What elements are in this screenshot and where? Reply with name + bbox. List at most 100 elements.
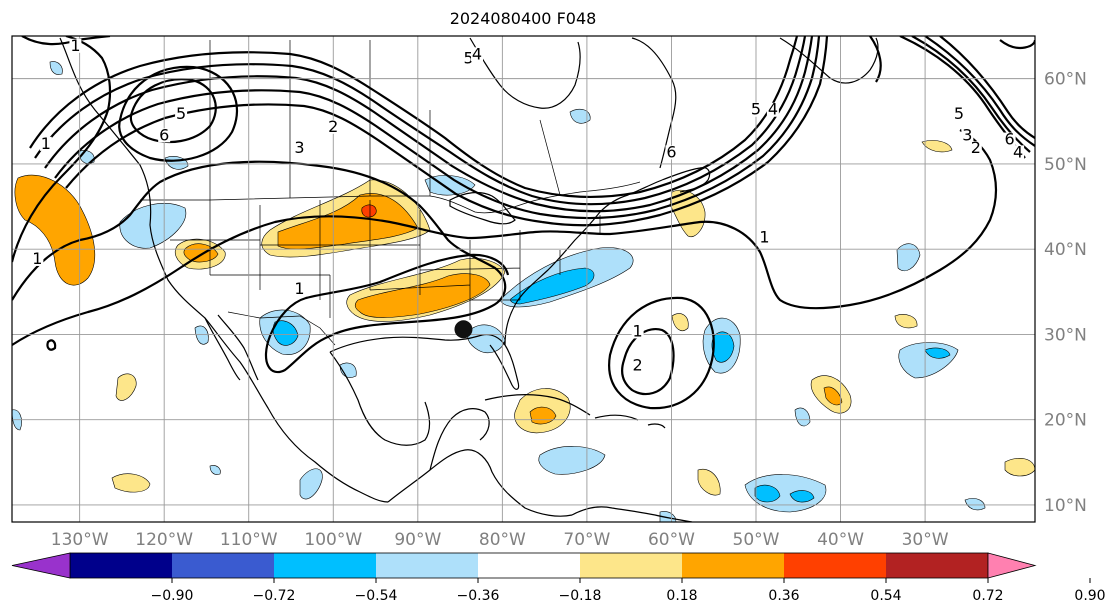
colorbar-tick-label: 0.36 [768,588,799,604]
longitude-tick-label: 50°W [733,530,780,550]
negative-anomaly-region [299,468,323,500]
contour-label: 5 [751,100,761,119]
contour-line [12,129,998,346]
map-frame [11,35,1036,523]
longitude-tick-label: 60°W [648,530,695,550]
contour-label-background [766,102,779,117]
contour-label-background [327,119,340,134]
colorbar-tick-label: −0.36 [457,588,500,604]
contour-label: 1 [759,228,769,247]
contour-label: 2 [633,356,643,375]
contour-label: 1 [294,279,304,298]
latitude-tick-label: 20°N [1044,411,1087,431]
positive-anomaly-region [14,174,96,286]
negative-anomaly-region [924,347,951,359]
contour-label-background [1012,145,1025,160]
latitude-axis-labels: 10°N 20°N 30°N 40°N 50°N 60°N [1044,70,1087,516]
contour-label: 1 [633,321,643,340]
contour-label-background [750,102,762,117]
map-background [12,36,1035,522]
contour-label-background [1003,132,1016,147]
storm-center-marker [454,320,473,339]
contour-label: 4 [768,100,778,119]
longitude-tick-label: 120°W [135,530,193,550]
contour-label-background [158,128,171,143]
canada-province-borders [209,40,561,200]
contour-label: 4 [472,44,482,63]
contour-label: 5 [176,104,186,123]
longitude-tick-label: 130°W [51,530,109,550]
longitude-tick-label: 70°W [563,530,610,550]
contour-label-background [31,251,44,266]
longitude-tick-label: 90°W [394,530,441,550]
longitude-tick-label: 40°W [817,530,864,550]
contour-label-background [471,47,483,62]
colorbar-high-extension [987,552,1037,579]
positive-anomaly-region [921,140,953,153]
contour-label-background [631,358,644,373]
longitude-tick-label: 110°W [220,530,278,550]
north-america-west-coast [59,37,389,503]
positive-anomaly-region [183,243,219,263]
baja-california-coast [204,317,241,381]
greenland-coast [779,37,879,84]
great-lakes-outline [449,191,516,225]
colorbar-bin [886,553,989,578]
contour-label: 2 [971,138,981,157]
us-gulf-coast [329,333,520,390]
contour-line [12,36,112,263]
positive-anomaly-region [115,373,137,401]
contour-line [924,36,1035,147]
colorbar-tick-label: 0.90 [1074,588,1105,604]
longitude-tick-label: 30°W [902,530,949,550]
negative-anomaly-region [194,325,209,345]
contour-line [608,296,715,410]
contour-label-background [758,230,771,245]
contour-label-background [631,324,644,339]
contour-line [911,36,1031,153]
contour-label: 5 [463,49,473,68]
contour-label: 3 [294,138,304,157]
contour-label-background [69,38,82,53]
contour-label-background [961,128,974,143]
contour-label-background [969,141,982,156]
colorbar-bin [682,553,785,578]
central-america-coast [387,449,573,517]
contour-line [46,339,57,351]
contour-label: 6 [1005,130,1015,149]
contour-label: 5 [954,104,964,123]
contour-label-background [665,145,678,160]
contour-line [118,65,238,162]
contour-label: 3 [962,125,972,144]
contour-line [621,328,675,396]
hudson-bay-coast [469,37,581,109]
negative-anomaly-region [711,331,735,363]
colorbar-tick-label: 0.54 [870,588,901,604]
contour-label: 6 [159,125,169,144]
hispaniola-coast [594,414,639,421]
colorbar-tick-label: 0.18 [666,588,697,604]
positive-anomaly-region [894,314,918,329]
puerto-rico-coast [647,423,666,429]
negative-anomaly-region [49,61,63,75]
contour-label-background [293,141,306,156]
positive-anomaly-region [671,313,689,331]
latitude-tick-label: 30°N [1044,325,1087,345]
line-contours [12,36,1035,410]
positive-anomaly-region [697,468,721,496]
negative-anomaly-region [538,446,606,475]
contour-label-background [293,281,306,296]
colorbar-tick-label: −0.18 [559,588,602,604]
gulf-of-california-coast [217,314,259,381]
latitude-tick-label: 50°N [1044,155,1087,175]
labrador-coast [631,37,677,169]
colorbar-tick-label: 0.72 [972,588,1003,604]
contour-line [939,36,1035,139]
contour-label: 1 [41,134,51,153]
yucatan-coast [429,408,490,471]
contour-label: 2 [328,117,338,136]
graticule [12,36,1035,522]
colorbar-ticks: −0.90 −0.72 −0.54 −0.36 −0.18 0.18 0.36 0.54 0.7… [151,578,1105,604]
contour-label: 1 [70,36,80,55]
